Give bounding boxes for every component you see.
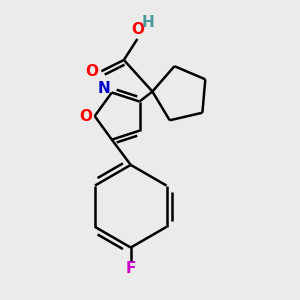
Text: O: O <box>85 64 98 79</box>
Text: H: H <box>142 15 154 30</box>
Text: O: O <box>132 22 145 38</box>
Text: N: N <box>98 81 111 96</box>
Text: F: F <box>126 261 136 276</box>
Text: O: O <box>79 109 92 124</box>
